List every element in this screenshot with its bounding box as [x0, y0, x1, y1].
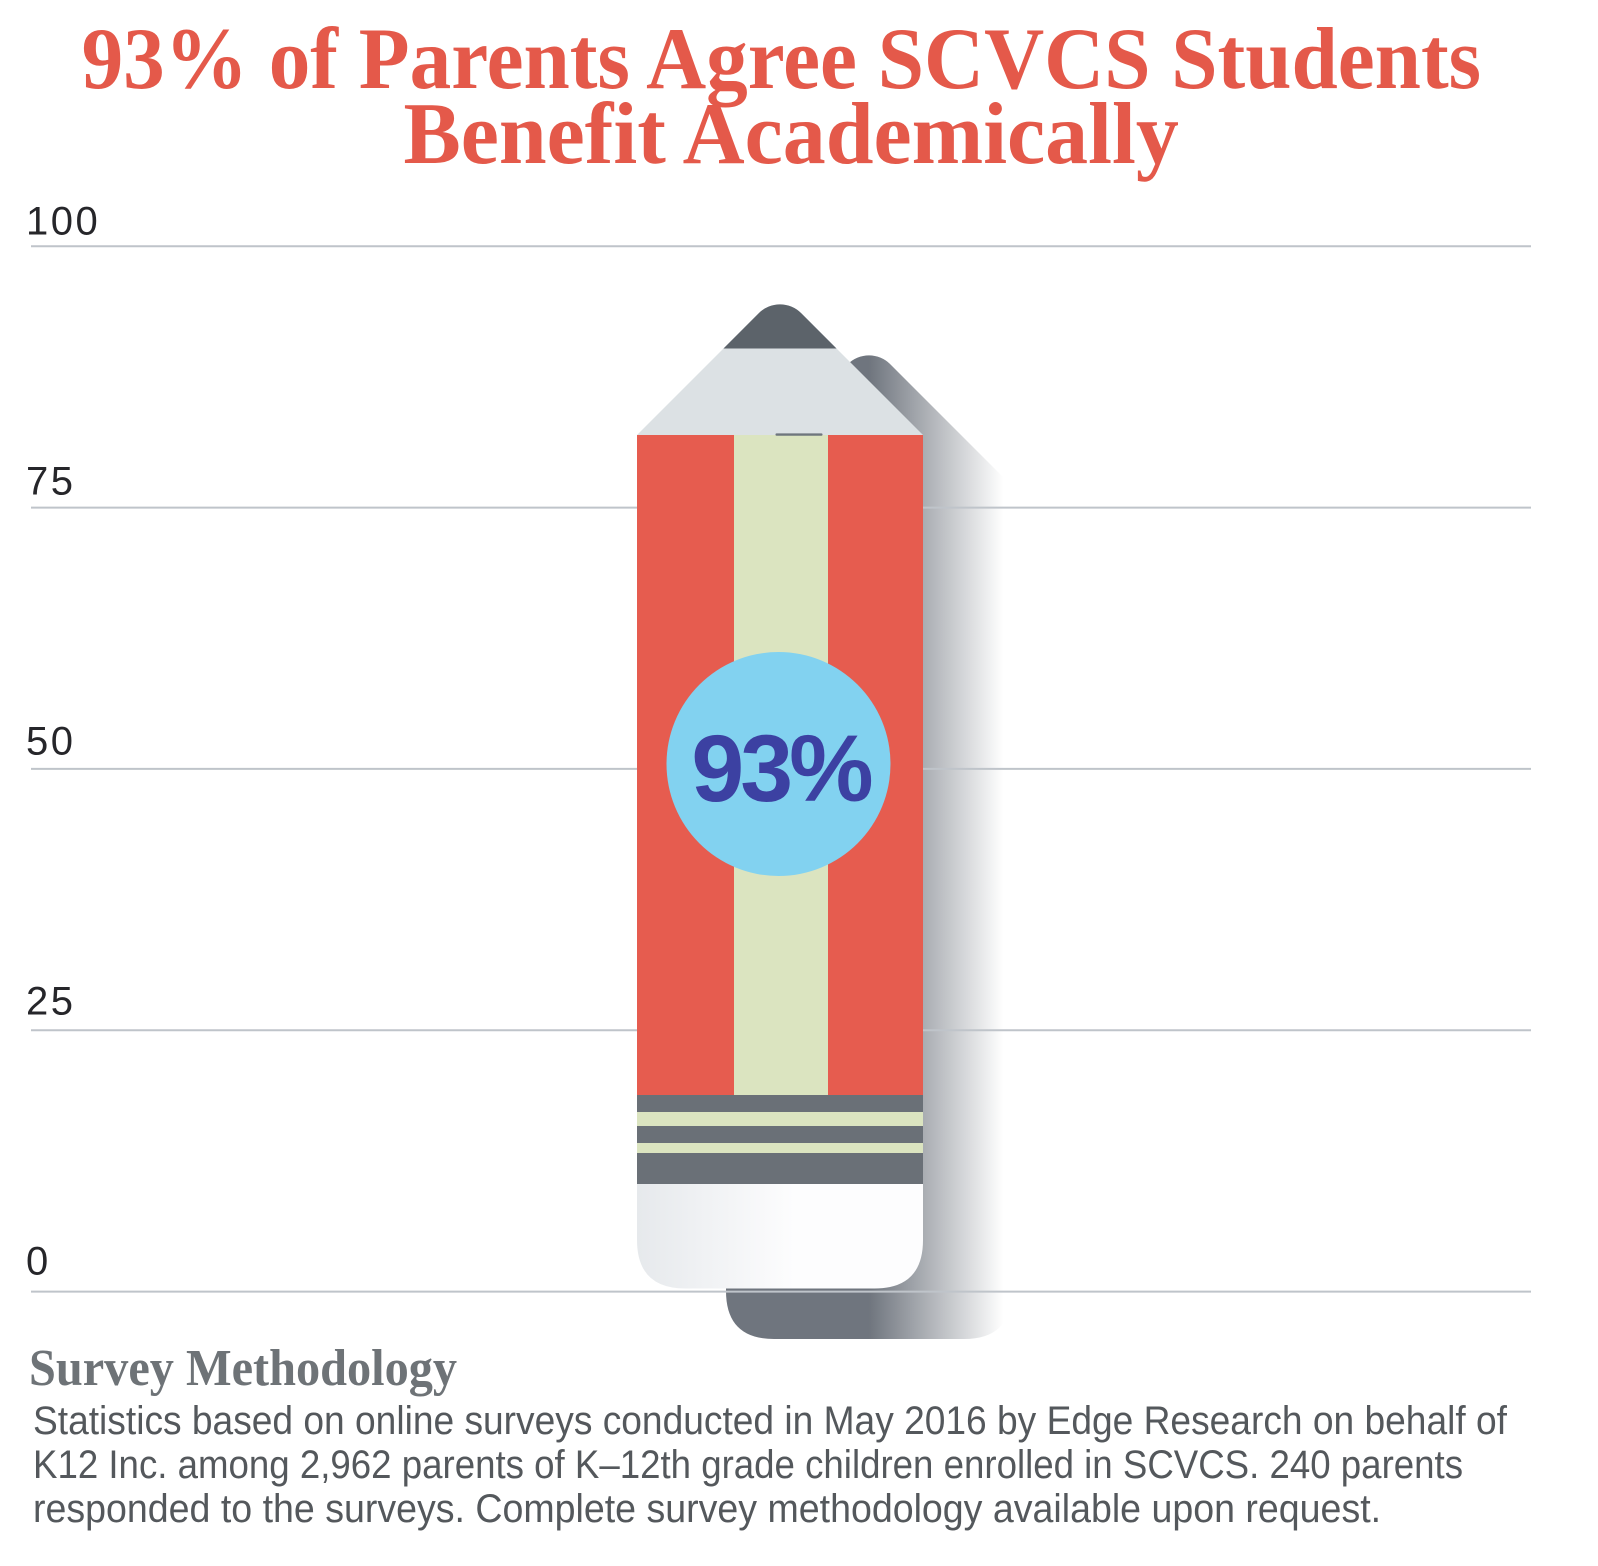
svg-text:100: 100 [26, 200, 100, 244]
svg-text:93%: 93% [691, 716, 871, 822]
svg-text:50: 50 [26, 720, 76, 764]
svg-text:0: 0 [26, 1240, 51, 1284]
svg-text:25: 25 [26, 980, 76, 1024]
svg-text:75: 75 [26, 460, 76, 504]
